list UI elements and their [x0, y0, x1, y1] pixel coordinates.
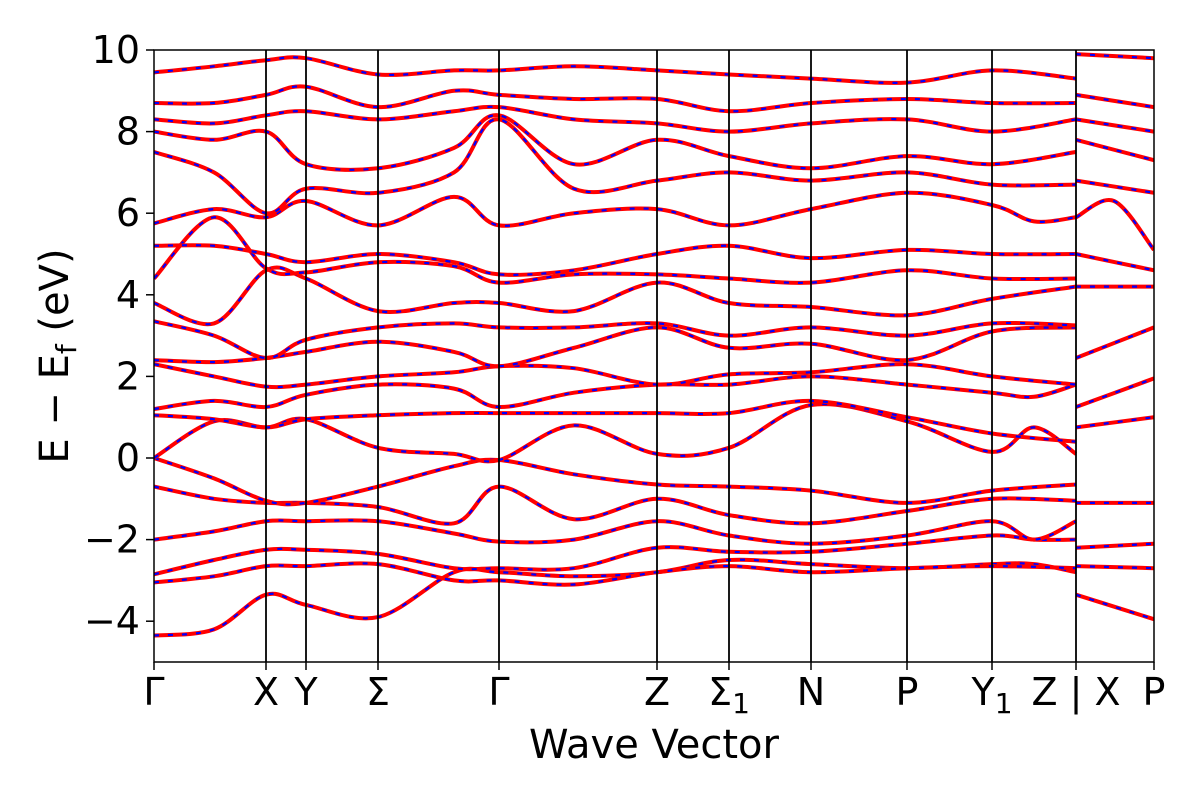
- band-overlay-22: [1075, 565, 1154, 570]
- band-overlay-25: [1075, 416, 1154, 429]
- band-overlay-20: [154, 56, 1077, 84]
- band-line-0: [154, 557, 1077, 638]
- y-axis-label-unit: (eV): [32, 248, 78, 344]
- x-tick-label-4: Γ: [488, 670, 509, 714]
- band-overlay-23: [1075, 542, 1154, 549]
- band-line-32: [1075, 137, 1154, 163]
- y-tick-label-4: 4: [116, 273, 140, 317]
- x-axis-ticks: Γ X Y Σ Γ Z Σ1 N P Y1 Z | X P: [143, 662, 1165, 720]
- x-tick-label-3: Σ: [366, 670, 390, 714]
- band-line-12: [154, 265, 1077, 327]
- y-axis-ticks: −4 −2 0 2 4 6 8 10: [84, 28, 154, 643]
- band-line-27: [1075, 325, 1154, 360]
- band-overlay-8: [154, 375, 1077, 411]
- band-line-21: [1075, 592, 1154, 622]
- band-overlay-32: [1075, 138, 1154, 162]
- y-tick-label-7: 10: [92, 28, 140, 72]
- band-overlay-16: [154, 118, 1077, 215]
- plot-frame: [153, 49, 1155, 663]
- band-line-19: [154, 84, 1077, 114]
- band-overlay-34: [1075, 93, 1154, 109]
- x-tick-label-1: X: [253, 670, 279, 714]
- y-axis-label: E − Ef (eV): [32, 248, 83, 463]
- band-overlay-35: [1075, 53, 1154, 60]
- band-overlay-30: [1075, 198, 1154, 251]
- y-tick-label-6: 8: [116, 110, 140, 154]
- band-overlay-19: [154, 85, 1077, 113]
- y-tick-label-0: −4: [84, 599, 140, 643]
- band-line-34: [1075, 92, 1154, 110]
- x-tick-label-9: Y1: [970, 670, 1012, 720]
- band-line-23: [1075, 541, 1154, 550]
- band-line-8: [154, 374, 1077, 411]
- x-axis-label: Wave Vector: [529, 722, 780, 768]
- band-line-25: [1075, 415, 1154, 430]
- band-line-16: [154, 117, 1077, 216]
- band-overlay-29: [1075, 252, 1154, 272]
- band-line-29: [1075, 252, 1154, 273]
- band-overlay-31: [1075, 179, 1154, 194]
- band-overlay-2: [154, 534, 1077, 576]
- x-tick-label-0: Γ: [143, 670, 164, 714]
- band-overlay-0: [154, 558, 1077, 637]
- y-tick-label-1: −2: [84, 518, 140, 562]
- x-tick-label-7: N: [797, 670, 825, 714]
- y-tick-label-5: 6: [116, 191, 140, 235]
- band-overlay-14: [154, 244, 1077, 276]
- x-tick-label-6: Σ1: [708, 670, 750, 720]
- x-tick-label-11: P: [1143, 670, 1166, 714]
- band-line-15: [154, 190, 1077, 228]
- band-line-31: [1075, 178, 1154, 195]
- high-symmetry-lines: [265, 50, 1077, 662]
- y-tick-label-3: 2: [116, 354, 140, 398]
- band-overlay-3: [154, 519, 1077, 545]
- band-line-18: [154, 104, 1077, 134]
- band-overlay-33: [1075, 118, 1154, 133]
- x-tick-label-10: Z | X: [1031, 670, 1120, 715]
- y-axis-label-subscript: f: [50, 343, 83, 354]
- band-line-9: [154, 362, 1077, 390]
- band-overlay-5: [154, 456, 1077, 506]
- band-line-33: [1075, 117, 1154, 134]
- band-line-26: [1075, 376, 1154, 409]
- x-tick-label-2: Y: [293, 670, 318, 714]
- band-line-35: [1075, 52, 1154, 61]
- band-lines: [154, 52, 1154, 638]
- y-tick-label-2: 0: [116, 436, 140, 480]
- x-tick-label-8: P: [896, 670, 919, 714]
- x-tick-label-5: Z: [644, 670, 670, 714]
- band-line-22: [1075, 564, 1154, 571]
- band-line-30: [1075, 198, 1154, 252]
- y-axis-label-main: E − E: [32, 354, 78, 464]
